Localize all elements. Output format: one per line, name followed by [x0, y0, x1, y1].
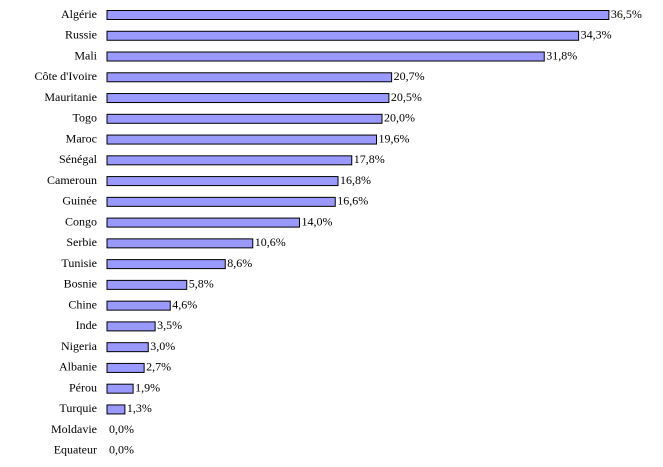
bar	[106, 196, 336, 207]
value-label: 5,8%	[189, 277, 214, 291]
category-label: Tunisie	[61, 256, 97, 270]
bar	[106, 30, 580, 41]
value-label: 0,0%	[109, 443, 134, 457]
category-label: Sénégal	[59, 152, 98, 166]
value-label: 8,6%	[227, 256, 252, 270]
bar	[106, 10, 610, 20]
bar	[106, 51, 545, 62]
value-label: 16,6%	[337, 194, 368, 208]
category-label: Moldavie	[51, 422, 97, 436]
bar	[106, 342, 149, 353]
category-label: Congo	[65, 214, 97, 228]
bar	[106, 404, 126, 415]
value-label: 16,8%	[340, 173, 371, 187]
value-label: 10,6%	[255, 235, 286, 249]
value-label: 1,3%	[127, 401, 152, 415]
value-label: 20,7%	[394, 69, 425, 83]
category-label: Russie	[65, 28, 97, 42]
bar	[106, 383, 134, 394]
category-label: Equateur	[54, 443, 97, 457]
category-label: Côte d'Ivoire	[35, 69, 97, 83]
category-label: Guinée	[62, 194, 97, 208]
bar	[106, 321, 156, 332]
category-label: Inde	[76, 318, 97, 332]
value-label: 19,6%	[379, 131, 410, 145]
bar	[106, 113, 383, 124]
category-label: Algérie	[61, 7, 97, 21]
value-label: 3,0%	[150, 339, 175, 353]
bar	[106, 279, 188, 290]
category-label: Chine	[68, 297, 97, 311]
category-label: Pérou	[69, 380, 97, 394]
bar	[106, 155, 353, 166]
category-label: Albanie	[59, 360, 97, 374]
category-label: Cameroun	[47, 173, 97, 187]
category-label: Bosnie	[64, 277, 97, 291]
value-label: 4,6%	[172, 297, 197, 311]
value-label: 0,0%	[109, 422, 134, 436]
bar	[106, 134, 377, 145]
category-label: Turquie	[59, 401, 97, 415]
bar	[106, 300, 171, 311]
category-label: Maroc	[66, 131, 97, 145]
value-label: 1,9%	[135, 380, 160, 394]
bar	[106, 93, 390, 104]
category-label: Serbie	[66, 235, 97, 249]
bar	[106, 72, 393, 83]
bar	[106, 259, 226, 270]
category-label: Nigeria	[61, 339, 98, 353]
value-label: 17,8%	[354, 152, 385, 166]
value-label: 20,5%	[391, 90, 422, 104]
value-label: 20,0%	[384, 111, 415, 125]
value-label: 3,5%	[157, 318, 182, 332]
value-label: 14,0%	[302, 214, 333, 228]
bar	[106, 238, 254, 249]
value-label: 34,3%	[581, 28, 612, 42]
category-label: Togo	[73, 111, 98, 125]
value-label: 36,5%	[611, 7, 642, 21]
category-label: Mali	[74, 48, 97, 62]
category-label: Mauritanie	[44, 90, 97, 104]
bar	[106, 176, 339, 187]
value-label: 31,8%	[546, 48, 577, 62]
bar	[106, 362, 145, 373]
value-label: 2,7%	[146, 360, 171, 374]
bar	[106, 217, 300, 228]
